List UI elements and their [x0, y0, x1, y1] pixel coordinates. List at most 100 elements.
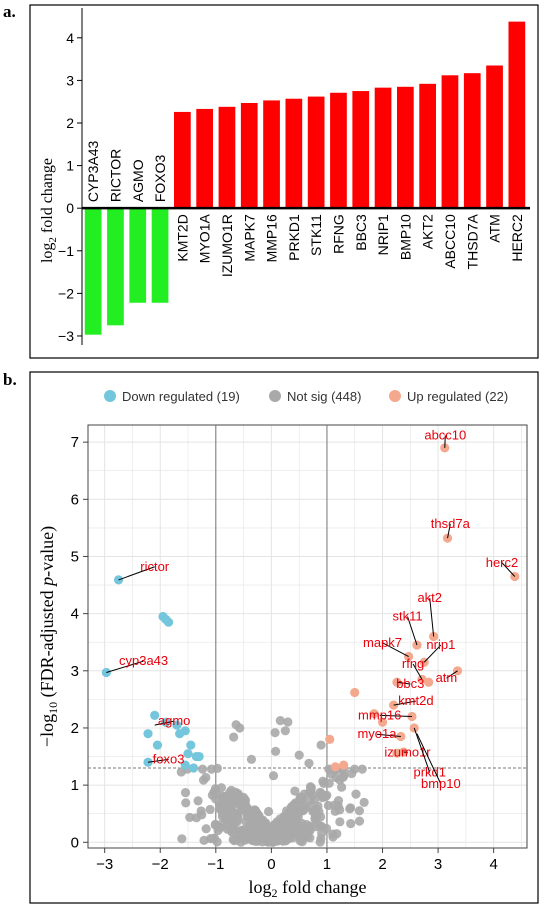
y-tick-label: 5 [71, 548, 79, 565]
up-point [407, 711, 417, 722]
ns-point [197, 810, 207, 820]
legend-marker [269, 390, 281, 402]
label-leader [446, 670, 458, 679]
ns-point [310, 794, 320, 805]
gene-label: mmp16 [358, 707, 401, 722]
y-tick-label: 1 [71, 777, 79, 794]
label-leader [379, 714, 412, 718]
ns-point [354, 806, 364, 816]
gene-label: thsd7a [431, 516, 471, 531]
label-leader [382, 642, 409, 657]
gene-label: bmp10 [421, 776, 461, 791]
y-tick-label: 0 [71, 834, 79, 851]
gene-label: rfng [402, 656, 424, 671]
x-tick-label: −2 [152, 856, 169, 873]
y-tick-label: 0 [66, 200, 74, 216]
bar [129, 208, 147, 303]
down-point [186, 740, 196, 750]
ns-point [345, 803, 356, 813]
ns-point [239, 832, 249, 842]
gene-label: abcc10 [424, 427, 466, 442]
ns-point [359, 797, 369, 807]
bar [419, 83, 437, 209]
category-label: FOXO3 [152, 155, 168, 203]
y-axis-label: log2 fold change [39, 158, 59, 263]
ns-point [270, 746, 281, 756]
category-label: NRIP1 [375, 214, 391, 255]
ns-point [217, 819, 227, 829]
legend-marker [389, 390, 401, 402]
gene-label: atm [436, 670, 458, 685]
gene-label: stk11 [392, 608, 422, 623]
label-leader [118, 566, 155, 581]
down-point [180, 726, 190, 736]
ns-point [205, 804, 215, 815]
down-point [194, 751, 204, 762]
ns-point [212, 837, 222, 847]
bar [307, 96, 325, 209]
ns-point [212, 763, 223, 773]
category-label: CYP3A43 [85, 140, 101, 202]
legend-label: Up regulated (22) [407, 389, 508, 404]
ns-point [263, 806, 274, 817]
ns-point [193, 796, 203, 806]
category-label: MMP16 [264, 214, 280, 262]
y-tick-label: 3 [66, 72, 74, 88]
label-leader [413, 727, 431, 773]
y-tick-label: 6 [71, 491, 79, 508]
up-point [325, 734, 335, 744]
y-tick-label: 4 [71, 606, 79, 623]
label-leader [396, 681, 411, 685]
category-label: ATM [487, 214, 503, 243]
ns-point [305, 782, 316, 792]
ns-point [237, 805, 247, 815]
x-tick-label: −3 [96, 856, 113, 873]
ns-point [315, 812, 326, 822]
gene-label: izumo1r [384, 745, 431, 760]
legend-label: Not sig (448) [287, 389, 361, 404]
ns-point [335, 817, 345, 827]
ns-point [354, 816, 365, 826]
ns-point [347, 768, 357, 779]
ns-point [324, 778, 334, 788]
y-tick-label: 7 [71, 434, 79, 451]
down-point [101, 667, 111, 678]
category-label: MAPK7 [241, 214, 257, 262]
label-leader [106, 660, 144, 673]
x-tick-label: 0 [267, 856, 275, 873]
ns-point [300, 801, 310, 811]
panel-a-letter: a. [3, 2, 16, 21]
up-point [350, 687, 360, 698]
plot-border [87, 424, 528, 849]
ns-point [198, 775, 209, 785]
plot-frame [29, 371, 539, 904]
ns-point [177, 834, 187, 844]
bar [396, 86, 414, 209]
category-label: BBC3 [353, 214, 369, 251]
label-leader [407, 616, 418, 646]
gene-label: bbc3 [396, 676, 424, 691]
ns-point [279, 814, 289, 824]
y-axis-label: −log10 (FDR-adjusted p-value) [37, 526, 60, 747]
ns-point [217, 800, 227, 810]
gene-label: agmo [158, 713, 191, 728]
y-tick-label: 1 [66, 158, 74, 174]
ns-point [246, 754, 257, 764]
ns-point [292, 825, 302, 835]
bar [151, 208, 169, 303]
category-label: AGMO [130, 159, 146, 202]
category-label: IZUMO1R [219, 214, 235, 277]
bar [84, 208, 102, 335]
y-tick-label: 2 [66, 115, 74, 131]
down-point [180, 760, 190, 770]
ns-point [320, 792, 331, 802]
label-leader [403, 751, 408, 754]
category-label: KMT2D [174, 214, 190, 261]
ns-point [286, 819, 296, 829]
bar [218, 106, 236, 209]
label-leader [444, 435, 446, 448]
category-label: MYO1A [197, 214, 213, 264]
down-point [163, 617, 174, 627]
x-tick-label: 1 [323, 856, 331, 873]
